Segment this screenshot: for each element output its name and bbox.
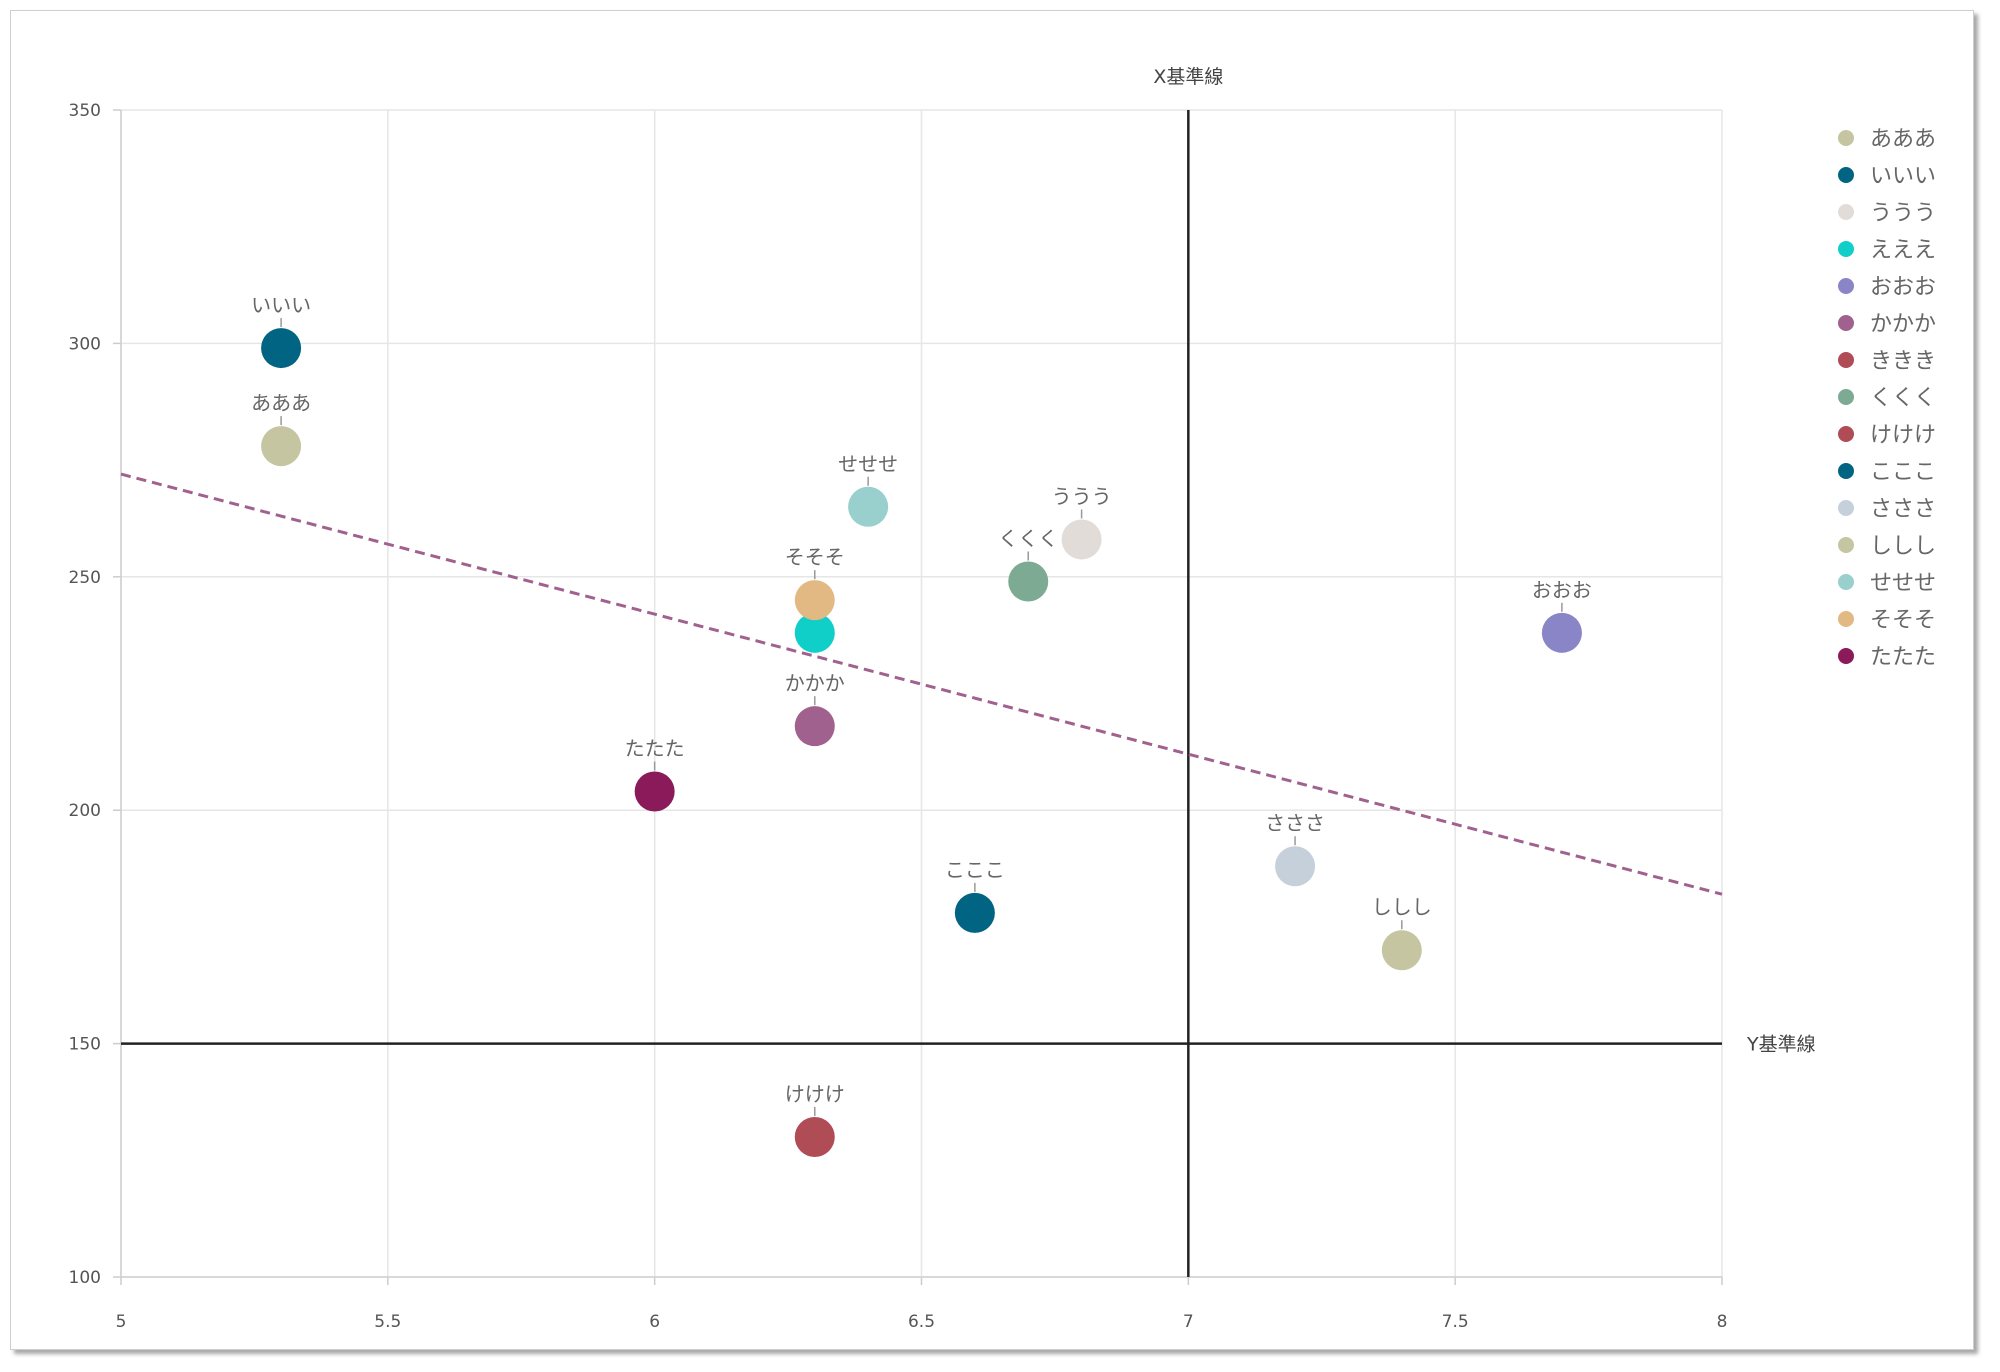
data-point-ううう <box>1061 519 1102 560</box>
point-label: こここ <box>945 858 1005 882</box>
legend-item: くくく <box>1870 386 1936 411</box>
legend-item: さささ <box>1870 497 1936 522</box>
x-tick-label: 7.5 <box>1442 1312 1469 1332</box>
point-label: そそそ <box>785 545 845 569</box>
legend-item: あああ <box>1870 127 1936 152</box>
data-point-くくく <box>1008 561 1049 602</box>
legend-item: けけけ <box>1870 423 1936 448</box>
legend-marker <box>1838 537 1854 553</box>
legend-item: かかか <box>1870 312 1936 337</box>
legend-item: ききき <box>1870 349 1936 374</box>
point-label: けけけ <box>785 1082 845 1106</box>
legend-marker <box>1838 389 1854 405</box>
point-label: かかか <box>785 671 845 695</box>
y-tick-label: 350 <box>69 101 101 121</box>
y-tick-label: 150 <box>69 1035 101 1055</box>
legend-marker <box>1838 204 1854 220</box>
legend-marker <box>1838 463 1854 479</box>
point-label: おおお <box>1532 578 1592 602</box>
point-label: せせせ <box>838 452 898 476</box>
legend-item: せせせ <box>1870 571 1936 596</box>
x-tick-label: 8 <box>1717 1312 1728 1332</box>
point-label: たたた <box>625 737 685 761</box>
x-tick-label: 5.5 <box>374 1312 401 1332</box>
y-tick-label: 250 <box>69 568 101 588</box>
y-tick-label: 200 <box>69 801 101 821</box>
legend-marker <box>1838 315 1854 331</box>
legend-item: えええ <box>1870 238 1936 263</box>
x-tick-label: 6.5 <box>908 1312 935 1332</box>
point-label: いいい <box>251 293 311 317</box>
data-point-こここ <box>954 892 995 933</box>
chart-frame <box>10 10 1974 1350</box>
legend-marker <box>1838 500 1854 516</box>
point-label: さささ <box>1265 811 1325 835</box>
legend-marker <box>1838 648 1854 664</box>
x-tick-label: 6 <box>649 1312 660 1332</box>
x-tick-label: 7 <box>1183 1312 1194 1332</box>
trend-line <box>120 472 1723 896</box>
point-label: くくく <box>998 526 1058 550</box>
point-label: ううう <box>1052 484 1112 508</box>
data-point-かかか <box>794 706 835 747</box>
legend-marker <box>1838 167 1854 183</box>
legend-marker <box>1838 574 1854 590</box>
legend-item: こここ <box>1870 460 1936 485</box>
legend-item: いいい <box>1870 164 1936 189</box>
legend-item: ししし <box>1870 534 1936 559</box>
data-point-せせせ <box>848 486 889 527</box>
legend-item: たたた <box>1870 645 1936 670</box>
y-tick-label: 300 <box>69 334 101 354</box>
data-point-えええ <box>794 612 835 653</box>
y-reference-label: Y基準線 <box>1746 1034 1816 1056</box>
data-point-けけけ <box>794 1116 835 1157</box>
x-reference-label: X基準線 <box>1153 66 1223 88</box>
legend-item: そそそ <box>1870 608 1936 633</box>
legend-marker <box>1838 352 1854 368</box>
data-point-さささ <box>1275 846 1316 887</box>
data-point-いいい <box>261 328 302 369</box>
legend-item: おおお <box>1870 275 1936 300</box>
data-point-おおお <box>1541 612 1582 653</box>
legend-marker <box>1838 278 1854 294</box>
legend-marker <box>1838 130 1854 146</box>
x-tick-label: 5 <box>116 1312 127 1332</box>
data-point-あああ <box>261 426 302 467</box>
data-point-ししし <box>1381 930 1422 971</box>
data-point-たたた <box>634 771 675 812</box>
y-tick-label: 100 <box>69 1268 101 1288</box>
point-label: あああ <box>251 391 311 415</box>
data-point-そそそ <box>794 580 835 621</box>
point-label: ししし <box>1372 895 1432 919</box>
legend-marker <box>1838 611 1854 627</box>
legend-item: ううう <box>1870 201 1936 226</box>
legend-marker <box>1838 241 1854 257</box>
legend-marker <box>1838 426 1854 442</box>
